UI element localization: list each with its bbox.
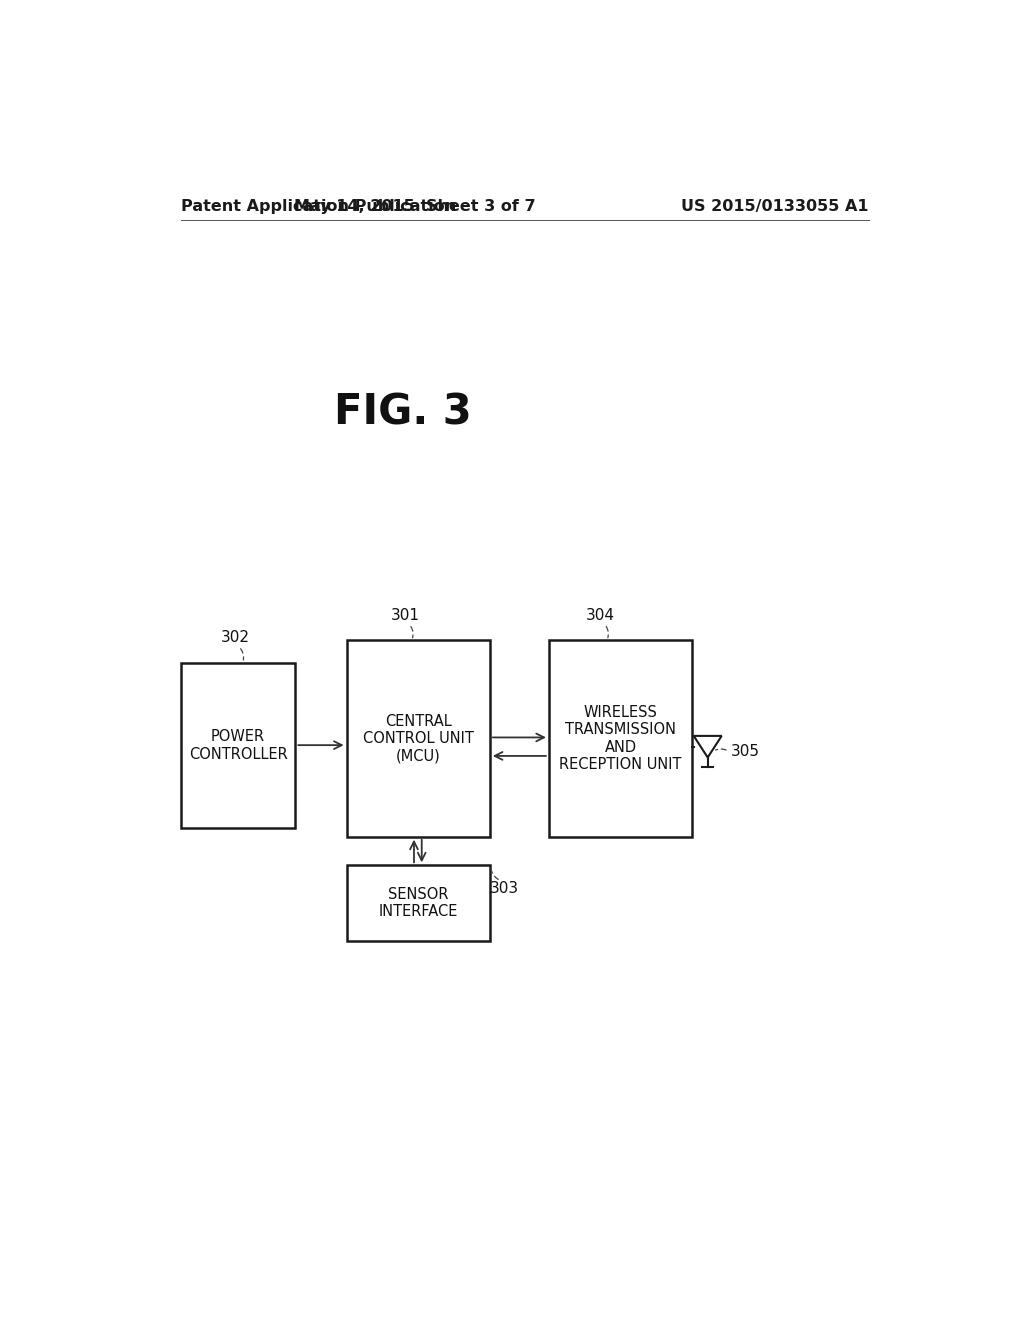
Text: 305: 305 <box>731 743 760 759</box>
Text: POWER
CONTROLLER: POWER CONTROLLER <box>188 730 288 762</box>
Text: SENSOR
INTERFACE: SENSOR INTERFACE <box>379 887 458 919</box>
Text: May 14, 2015  Sheet 3 of 7: May 14, 2015 Sheet 3 of 7 <box>294 198 536 214</box>
Bar <box>346 640 489 837</box>
Text: 302: 302 <box>220 630 250 645</box>
Text: WIRELESS
TRANSMISSION
AND
RECEPTION UNIT: WIRELESS TRANSMISSION AND RECEPTION UNIT <box>559 705 682 772</box>
Bar <box>346 866 489 941</box>
Text: 304: 304 <box>587 607 615 623</box>
Text: Patent Application Publication: Patent Application Publication <box>180 198 456 214</box>
Text: FIG. 3: FIG. 3 <box>334 392 472 433</box>
Bar <box>549 640 692 837</box>
Text: US 2015/0133055 A1: US 2015/0133055 A1 <box>681 198 869 214</box>
Bar <box>180 663 295 829</box>
Text: 303: 303 <box>490 880 519 896</box>
Text: CENTRAL
CONTROL UNIT
(MCU): CENTRAL CONTROL UNIT (MCU) <box>362 714 474 763</box>
Text: 301: 301 <box>391 607 420 623</box>
